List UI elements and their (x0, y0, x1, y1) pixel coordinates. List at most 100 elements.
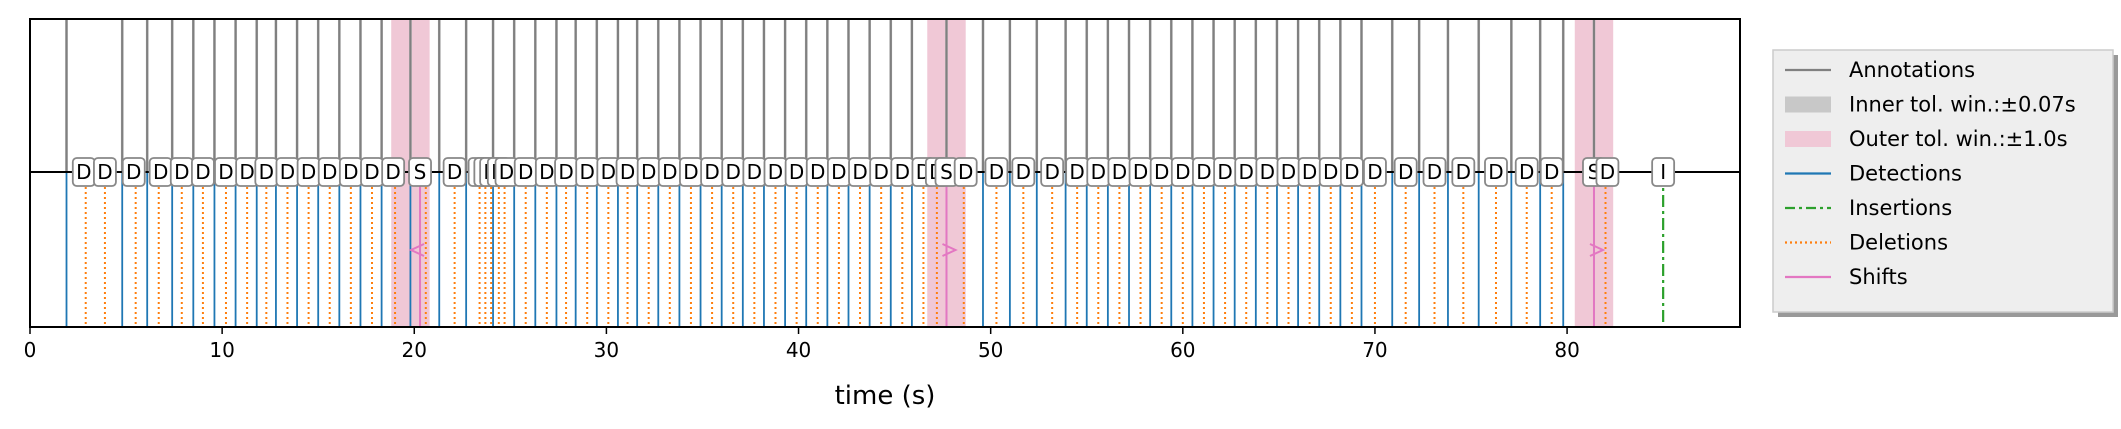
x-axis-title: time (s) (835, 381, 936, 411)
x-tick-label: 50 (978, 338, 1003, 362)
event-label: D (1154, 160, 1169, 184)
legend-label: Deletions (1849, 231, 1948, 255)
event-label: D (620, 160, 635, 184)
event-label: I (1660, 160, 1666, 184)
x-tick-label: 20 (402, 338, 427, 362)
event-label: D (1519, 160, 1534, 184)
event-label: D (97, 160, 112, 184)
event-label-box (408, 157, 432, 187)
legend: Annotations Inner tol. win.:±0.07s Outer t… (1772, 49, 2118, 317)
legend-swatch (1785, 96, 1831, 113)
event-label: D (601, 160, 616, 184)
event-label-box (1451, 157, 1476, 187)
event-label-box (1484, 157, 1508, 187)
event-label: D (1196, 160, 1211, 184)
event-label: D (153, 160, 168, 184)
event-label: D (1016, 160, 1031, 184)
legend-label: Outer tol. win.:±1.0s (1849, 127, 2068, 151)
event-label-box (1514, 157, 1539, 187)
event-label-box (121, 157, 146, 187)
event-label: D (1281, 160, 1296, 184)
event-label: D (810, 160, 825, 184)
event-label: D (768, 160, 783, 184)
event-label: D (831, 160, 846, 184)
legend-box (1772, 49, 2114, 313)
event-label-box (984, 157, 1009, 187)
event-label: D (447, 160, 462, 184)
event-label: D (1069, 160, 1084, 184)
event-label: D (1239, 160, 1254, 184)
event-label: D (343, 160, 358, 184)
x-tick-label: 40 (786, 338, 811, 362)
event-label: D (1398, 160, 1413, 184)
event-label: D (726, 160, 741, 184)
event-label-box (442, 157, 467, 187)
event-label: D (539, 160, 554, 184)
event-label: D (1091, 160, 1106, 184)
event-label: D (683, 160, 698, 184)
event-label: D (239, 160, 254, 184)
x-tick-label: 30 (594, 338, 619, 362)
event-label-box (1011, 157, 1036, 187)
plot-frame (29, 18, 1741, 328)
event-label: D (1044, 160, 1059, 184)
event-label: D (1323, 160, 1338, 184)
event-label: D (558, 160, 573, 184)
event-label: D (1344, 160, 1359, 184)
event-label: D (259, 160, 274, 184)
event-label: D (989, 160, 1004, 184)
event-label: D (579, 160, 594, 184)
event-label: D (747, 160, 762, 184)
event-label: D (958, 160, 973, 184)
event-label-box (191, 157, 215, 187)
event-label: D (126, 160, 141, 184)
event-label-box (1393, 157, 1418, 187)
event-label-box (93, 157, 117, 187)
legend-label: Shifts (1849, 265, 1908, 289)
event-label: S (940, 160, 953, 184)
event-lines (30, 19, 1740, 327)
event-label: D (1427, 160, 1442, 184)
event-label-box (1651, 157, 1676, 187)
event-label: D (385, 160, 400, 184)
event-label: D (1217, 160, 1232, 184)
legend-label: Detections (1849, 162, 1962, 186)
event-label: D (1260, 160, 1275, 184)
event-label: D (1175, 160, 1190, 184)
shift-arrow (408, 243, 425, 257)
event-label: D (852, 160, 867, 184)
event-label: D (1367, 160, 1382, 184)
x-axis: 0 10 20 30 40 50 60 70 80 (24, 327, 1580, 362)
event-label-box (953, 157, 978, 187)
event-label-box (1339, 157, 1364, 187)
event-label: D (1112, 160, 1127, 184)
event-label: S (414, 160, 427, 184)
x-tick-label: 70 (1362, 338, 1387, 362)
event-label: D (499, 160, 514, 184)
event-label-box (381, 157, 406, 187)
legend-label: Inner tol. win.:±0.07s (1849, 93, 2076, 117)
x-tick-label: 60 (1170, 338, 1195, 362)
event-label: D (218, 160, 233, 184)
legend-swatch (1785, 131, 1831, 147)
event-label: D (280, 160, 295, 184)
event-label: D (195, 160, 210, 184)
event-label: D (1544, 160, 1559, 184)
event-label: D (174, 160, 189, 184)
shift-arrow (1589, 243, 1606, 257)
legend-label: Insertions (1849, 196, 1952, 220)
event-label: D (789, 160, 804, 184)
event-label: D (873, 160, 888, 184)
event-label: D (364, 160, 379, 184)
x-tick-label: 0 (24, 338, 37, 362)
x-tick-label: 80 (1554, 338, 1579, 362)
event-label: D (641, 160, 656, 184)
event-label: D (301, 160, 316, 184)
event-label: D (322, 160, 337, 184)
legend-label: Annotations (1849, 58, 1975, 82)
event-label: D (662, 160, 677, 184)
event-label-box (1422, 157, 1447, 187)
event-labels: DDDDDDDDDDDDDDDSDDDDDDDDDDDDDDDDDDDDDDDD… (71, 157, 1676, 187)
event-label-box (1539, 157, 1564, 187)
